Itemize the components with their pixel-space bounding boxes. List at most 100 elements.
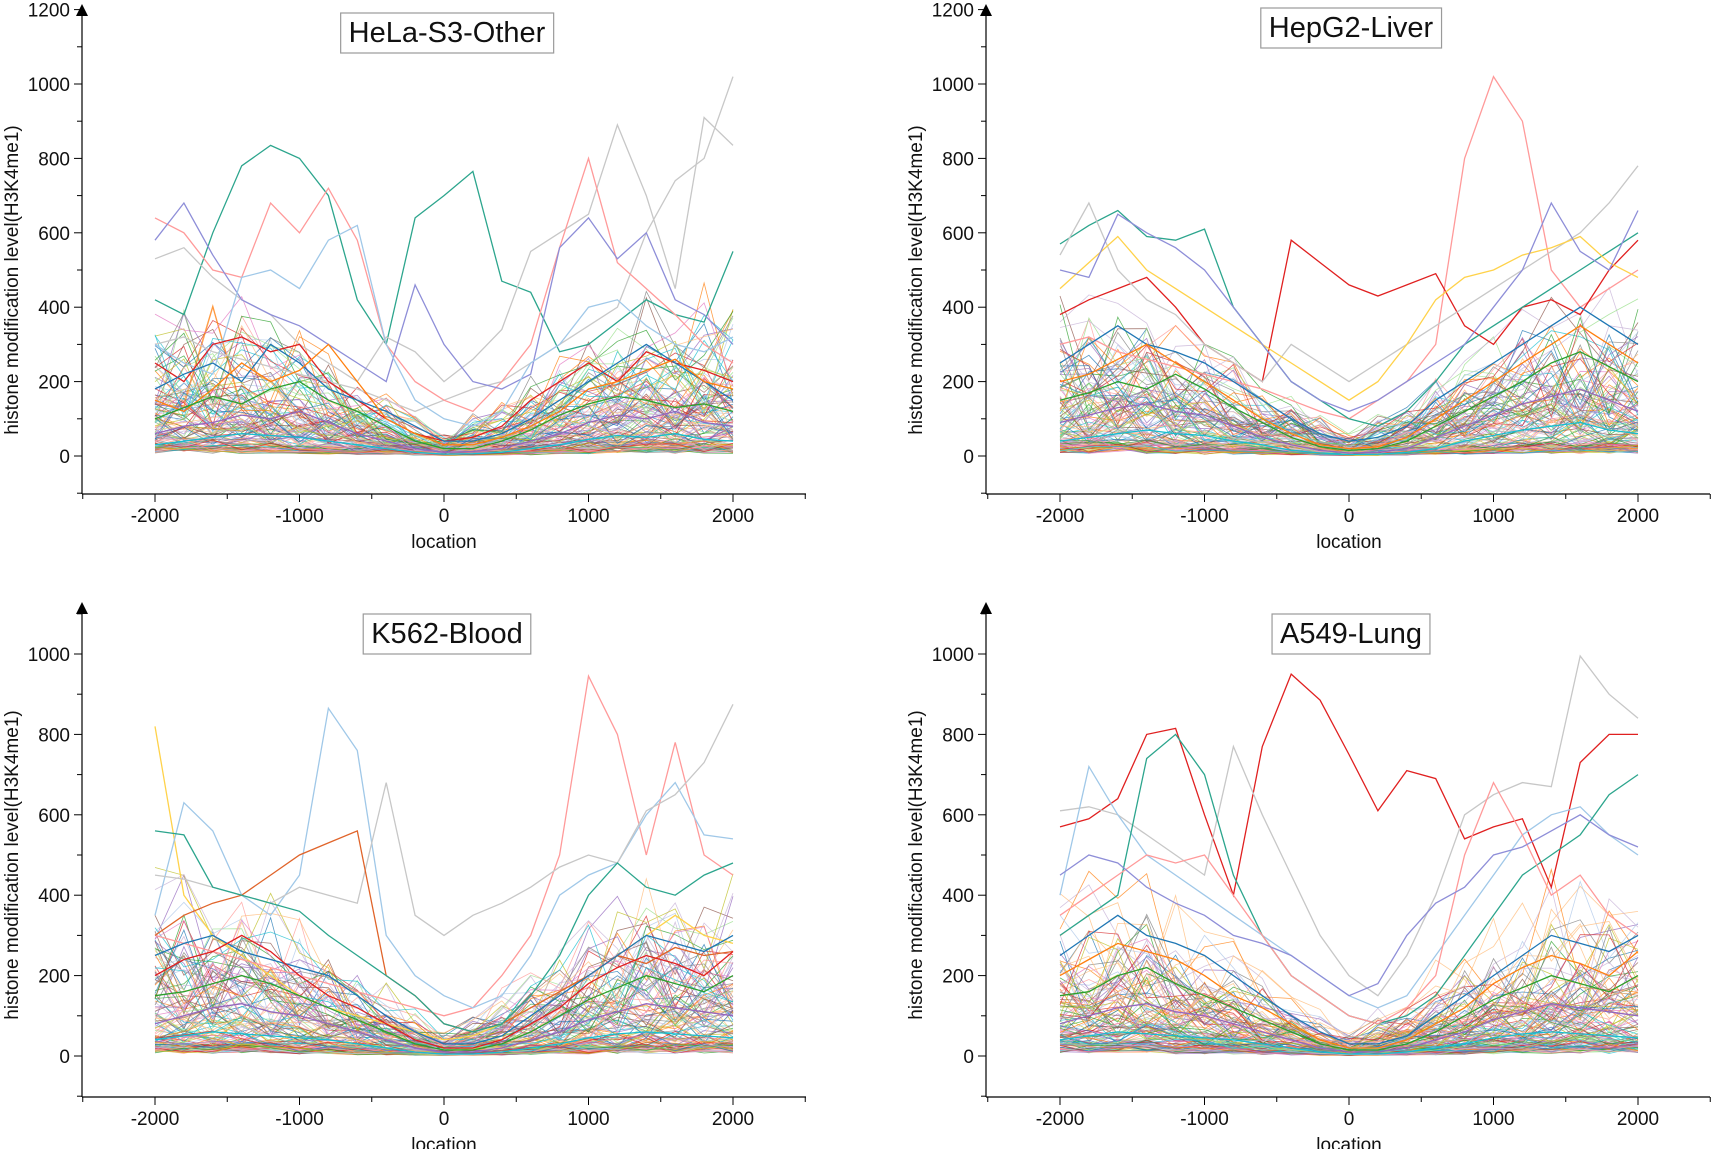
y-tick-label: 1200	[932, 1, 974, 22]
series-line-5	[154, 201, 734, 390]
x-tick-label: 2000	[1617, 506, 1659, 527]
background-series-line	[1059, 959, 1639, 1047]
y-tick-label: 600	[38, 224, 70, 245]
series-line-7	[1059, 914, 1639, 1045]
y-tick-label: 200	[942, 967, 974, 988]
y-axis-arrow-icon	[980, 602, 992, 614]
background-series-group	[1059, 867, 1639, 1057]
series-line-3	[154, 76, 734, 413]
series-line-8	[1059, 942, 1639, 1049]
background-series-line	[1059, 1005, 1639, 1053]
background-series-line	[1059, 1044, 1639, 1057]
x-axis-label: location	[1316, 1135, 1382, 1149]
background-series-line	[1059, 348, 1639, 447]
y-tick-label: 400	[942, 298, 974, 319]
background-series-line	[154, 348, 734, 450]
y-tick-label: 800	[38, 149, 70, 170]
series-line-1	[154, 144, 734, 353]
chart-panel-1: -2000 -1000 0 1000 2000 0 200 400 600 800 1000 1200…	[2, 1, 806, 553]
y-tick-label: 600	[942, 806, 974, 827]
background-series-group	[154, 281, 734, 457]
background-series-line	[154, 1044, 734, 1056]
background-series-line	[1059, 323, 1639, 439]
chart-title: HepG2-Liver	[1269, 12, 1434, 44]
series-line-11	[154, 1031, 734, 1055]
x-axis-label: location	[411, 1135, 477, 1149]
x-tick-label: 1000	[1472, 1109, 1514, 1130]
y-tick-label: 1000	[28, 75, 70, 96]
y-tick-label: 800	[38, 725, 70, 746]
series-line-10	[1059, 388, 1639, 454]
y-axis-label: histone modification level(H3K4me1)	[2, 125, 23, 434]
x-axis-label: location	[411, 532, 477, 553]
x-tick-label: -1000	[1180, 506, 1229, 527]
background-series-line	[154, 924, 734, 1041]
background-series-line	[154, 958, 734, 1044]
chart-title-box	[1271, 613, 1431, 655]
series-line-4	[154, 704, 734, 937]
series-line-5	[1059, 235, 1639, 401]
background-series-line	[1059, 330, 1639, 448]
y-axis-label: histone modification level(H3K4me1)	[2, 710, 23, 1019]
series-line-2	[154, 673, 734, 1017]
background-series-line	[154, 296, 734, 443]
background-series-line	[154, 938, 734, 1048]
x-tick-label: -1000	[275, 1109, 324, 1130]
background-series-line	[154, 331, 734, 448]
series-line-8	[1059, 325, 1639, 450]
chart-panel-3: -2000 -1000 0 1000 2000 0 200 400 600 800 1000 loca…	[2, 602, 806, 1149]
series-line-2	[1059, 654, 1639, 997]
background-series-line	[154, 319, 734, 441]
series-line-9	[1059, 351, 1639, 452]
background-series-line	[1059, 360, 1639, 450]
background-series-line	[1059, 955, 1639, 1043]
background-series-line	[154, 967, 734, 1049]
background-series-line	[1059, 931, 1639, 1043]
series-line-2	[1059, 239, 1639, 383]
background-series-line	[154, 444, 734, 456]
background-series-line	[154, 290, 734, 449]
series-line-4	[154, 156, 734, 413]
y-tick-label: 800	[942, 725, 974, 746]
x-tick-label: -1000	[275, 506, 324, 527]
background-series-line	[154, 314, 734, 448]
background-series-line	[154, 873, 734, 1047]
series-line-11	[1059, 1031, 1639, 1055]
y-tick-label: 0	[963, 447, 974, 468]
background-series-line	[1059, 993, 1639, 1049]
series-line-11	[154, 410, 734, 453]
series-line-3	[154, 706, 734, 1009]
series-line-7	[154, 934, 734, 1045]
x-tick-label: 1000	[567, 1109, 609, 1130]
background-series-line	[154, 425, 734, 454]
x-tick-label: -2000	[1036, 506, 1085, 527]
chart-title: HeLa-S3-Other	[349, 17, 546, 49]
chart-title: K562-Blood	[371, 618, 523, 650]
background-series-line	[154, 877, 734, 1034]
series-line-9	[154, 974, 734, 1051]
x-tick-label: 2000	[712, 1109, 754, 1130]
background-series-line	[1059, 994, 1639, 1054]
x-tick-label: -1000	[1180, 1109, 1229, 1130]
chart-title-box	[1260, 7, 1443, 49]
x-tick-label: -2000	[131, 1109, 180, 1130]
y-axis-label: histone modification level(H3K4me1)	[906, 125, 927, 434]
background-series-line	[154, 378, 734, 451]
x-tick-label: 1000	[1472, 506, 1514, 527]
y-tick-label: 400	[38, 298, 70, 319]
y-tick-label: 600	[942, 224, 974, 245]
series-line-6	[154, 224, 734, 427]
y-tick-label: 1000	[932, 75, 974, 96]
series-line-10	[154, 380, 734, 450]
y-tick-label: 0	[59, 447, 70, 468]
y-tick-label: 400	[942, 886, 974, 907]
chart-panel-4: -2000 -1000 0 1000 2000 0 200 400 600 800 1000 loca…	[906, 602, 1711, 1149]
series-line-12	[154, 433, 734, 455]
background-series-line	[1059, 880, 1639, 1039]
x-axis-label: location	[1316, 532, 1382, 553]
y-tick-label: 0	[963, 1047, 974, 1068]
background-series-line	[154, 339, 734, 447]
x-tick-label: 0	[439, 1109, 450, 1130]
x-tick-label: 2000	[1617, 1109, 1659, 1130]
